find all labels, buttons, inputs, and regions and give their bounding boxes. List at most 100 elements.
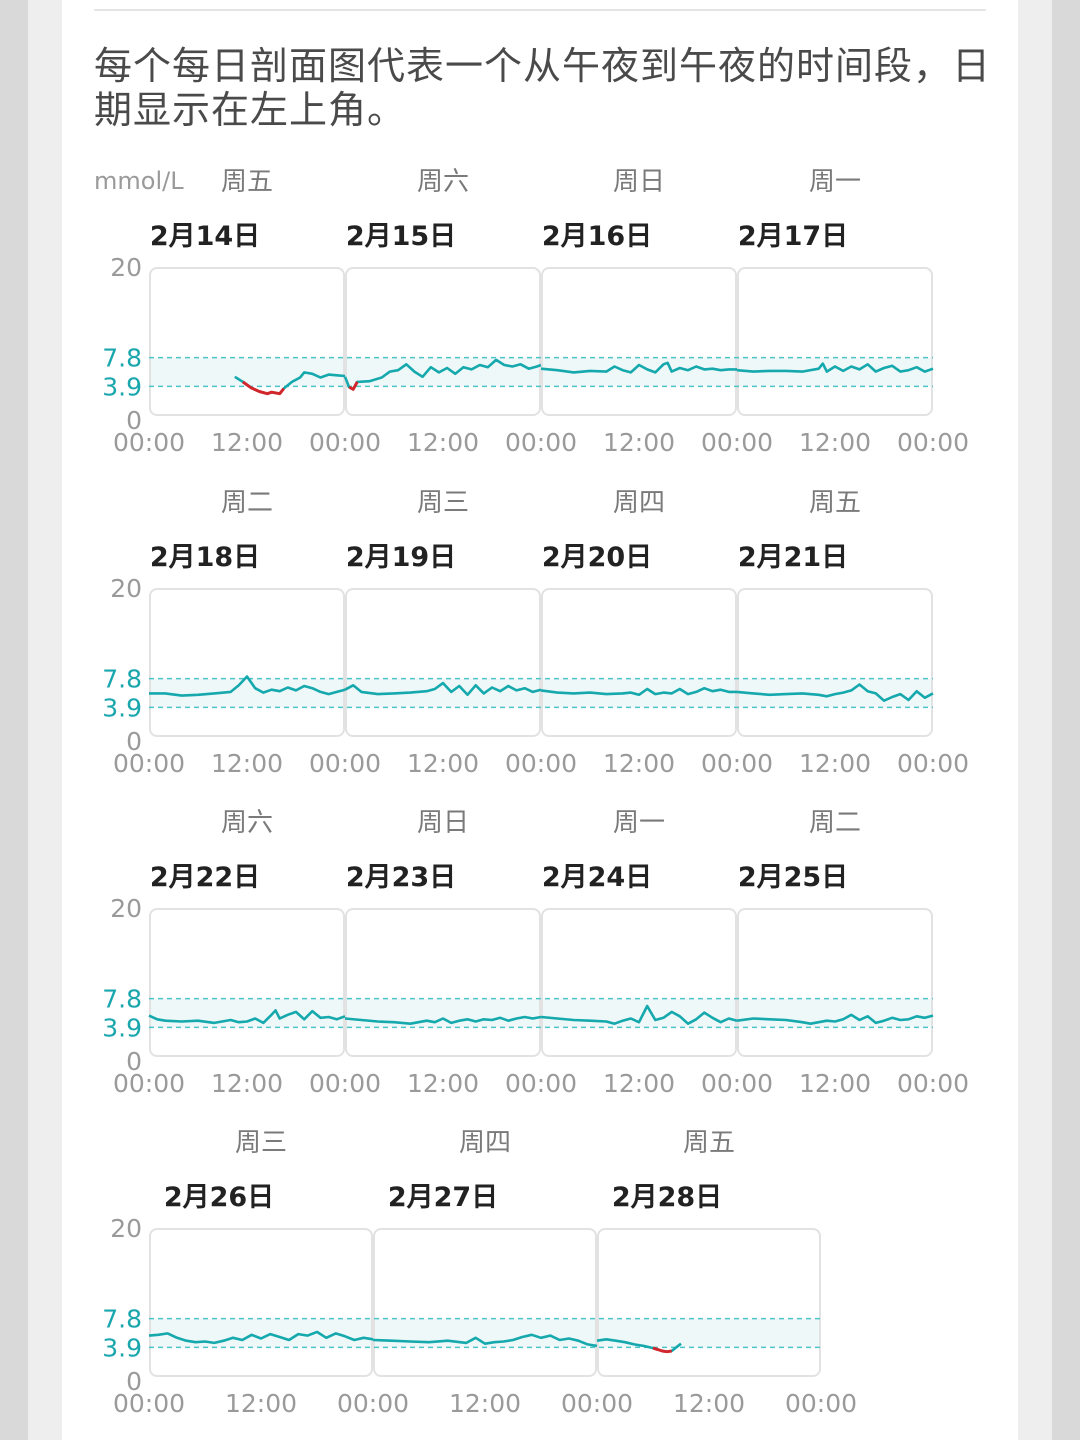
day-box	[541, 908, 737, 1057]
glucose-low-segment	[348, 381, 359, 391]
x-tick-label: 12:00	[211, 428, 283, 457]
x-tick-label: 12:00	[603, 428, 675, 457]
x-tick-label: 00:00	[309, 1069, 381, 1098]
x-tick-label: 00:00	[701, 428, 773, 457]
day-box	[149, 267, 345, 416]
y-tick-label: 7.8	[102, 344, 142, 373]
weekday-label: 周六	[221, 808, 273, 838]
glucose-line	[736, 1013, 934, 1026]
date-label: 2月23日	[346, 862, 456, 893]
glucose-line	[372, 1333, 598, 1348]
glucose-line	[540, 686, 737, 697]
x-tick-label: 12:00	[603, 1069, 675, 1098]
weekday-label: 周六	[417, 167, 469, 197]
y-tick-label: 0	[126, 1367, 142, 1396]
day-box	[345, 588, 541, 737]
glucose-line	[344, 681, 542, 697]
x-tick-label: 12:00	[799, 428, 871, 457]
x-tick-label: 12:00	[407, 1069, 479, 1098]
weekday-label: 周四	[613, 488, 665, 518]
x-tick-label: 00:00	[897, 749, 969, 778]
x-tick-label: 00:00	[505, 1069, 577, 1098]
y-tick-label: 3.9	[102, 1013, 142, 1042]
x-tick-label: 00:00	[701, 1069, 773, 1098]
date-label: 2月25日	[738, 862, 848, 893]
y-tick-label: 3.9	[102, 1333, 142, 1362]
x-tick-label: 12:00	[407, 749, 479, 778]
weekday-label: 周三	[235, 1128, 287, 1158]
glucose-line	[148, 1330, 374, 1345]
weekday-label: 周日	[613, 167, 665, 197]
date-label: 2月24日	[542, 862, 652, 893]
weekday-label: 周四	[459, 1128, 511, 1158]
x-tick-label: 00:00	[337, 1389, 409, 1418]
day-box	[149, 908, 345, 1057]
x-tick-label: 00:00	[309, 749, 381, 778]
weekday-label: 周二	[221, 488, 273, 518]
date-label: 2月27日	[388, 1182, 498, 1213]
glucose-line	[736, 683, 934, 703]
y-tick-label: 20	[110, 894, 142, 923]
weekday-label: 周二	[809, 808, 861, 838]
x-tick-label: 12:00	[225, 1389, 297, 1418]
day-box	[737, 588, 933, 737]
day-box	[149, 1228, 373, 1377]
glucose-line	[344, 1015, 542, 1026]
date-label: 2月15日	[346, 221, 456, 252]
y-tick-label: 20	[110, 1214, 142, 1243]
x-tick-label: 12:00	[211, 749, 283, 778]
date-label: 2月17日	[738, 221, 848, 252]
x-tick-label: 12:00	[449, 1389, 521, 1418]
x-tick-label: 12:00	[673, 1389, 745, 1418]
x-tick-label: 00:00	[505, 428, 577, 457]
date-label: 2月26日	[164, 1182, 274, 1213]
y-tick-label: 20	[110, 253, 142, 282]
glucose-line	[540, 361, 737, 374]
x-tick-label: 00:00	[785, 1389, 857, 1418]
x-tick-label: 00:00	[113, 428, 185, 457]
x-tick-label: 00:00	[113, 1069, 185, 1098]
x-tick-label: 00:00	[113, 749, 185, 778]
day-box	[345, 267, 541, 416]
date-label: 2月21日	[738, 542, 848, 573]
date-label: 2月19日	[346, 542, 456, 573]
section-divider	[94, 9, 986, 11]
weekday-label: 周五	[683, 1128, 735, 1158]
x-tick-label: 12:00	[211, 1069, 283, 1098]
weekday-label: 周一	[809, 167, 861, 197]
y-tick-label: 20	[110, 574, 142, 603]
day-box	[541, 267, 737, 416]
glucose-line	[343, 358, 542, 391]
x-tick-label: 00:00	[561, 1389, 633, 1418]
day-box	[373, 1228, 597, 1377]
weekday-label: 周五	[221, 167, 273, 197]
x-tick-label: 00:00	[309, 428, 381, 457]
x-tick-label: 12:00	[603, 749, 675, 778]
x-tick-label: 12:00	[799, 749, 871, 778]
x-tick-label: 12:00	[799, 1069, 871, 1098]
day-box	[541, 588, 737, 737]
day-box	[597, 1228, 821, 1377]
glucose-line	[148, 1009, 346, 1025]
date-label: 2月20日	[542, 542, 652, 573]
y-tick-label: 0	[126, 727, 142, 756]
y-tick-label: 0	[126, 406, 142, 435]
unit-label: mmol/L	[94, 167, 184, 195]
weekday-label: 周一	[613, 808, 665, 838]
y-tick-label: 7.8	[102, 665, 142, 694]
y-tick-label: 3.9	[102, 693, 142, 722]
glucose-low-segment	[652, 1346, 672, 1354]
y-tick-label: 0	[126, 1047, 142, 1076]
x-tick-label: 00:00	[701, 749, 773, 778]
x-tick-label: 00:00	[505, 749, 577, 778]
day-box	[737, 267, 933, 416]
glucose-line	[540, 1004, 738, 1026]
date-label: 2月18日	[150, 542, 260, 573]
glucose-line	[149, 675, 346, 697]
day-box	[345, 908, 541, 1057]
y-tick-label: 3.9	[102, 372, 142, 401]
x-tick-label: 00:00	[113, 1389, 185, 1418]
weekday-label: 周日	[417, 808, 469, 838]
day-box	[737, 908, 933, 1057]
